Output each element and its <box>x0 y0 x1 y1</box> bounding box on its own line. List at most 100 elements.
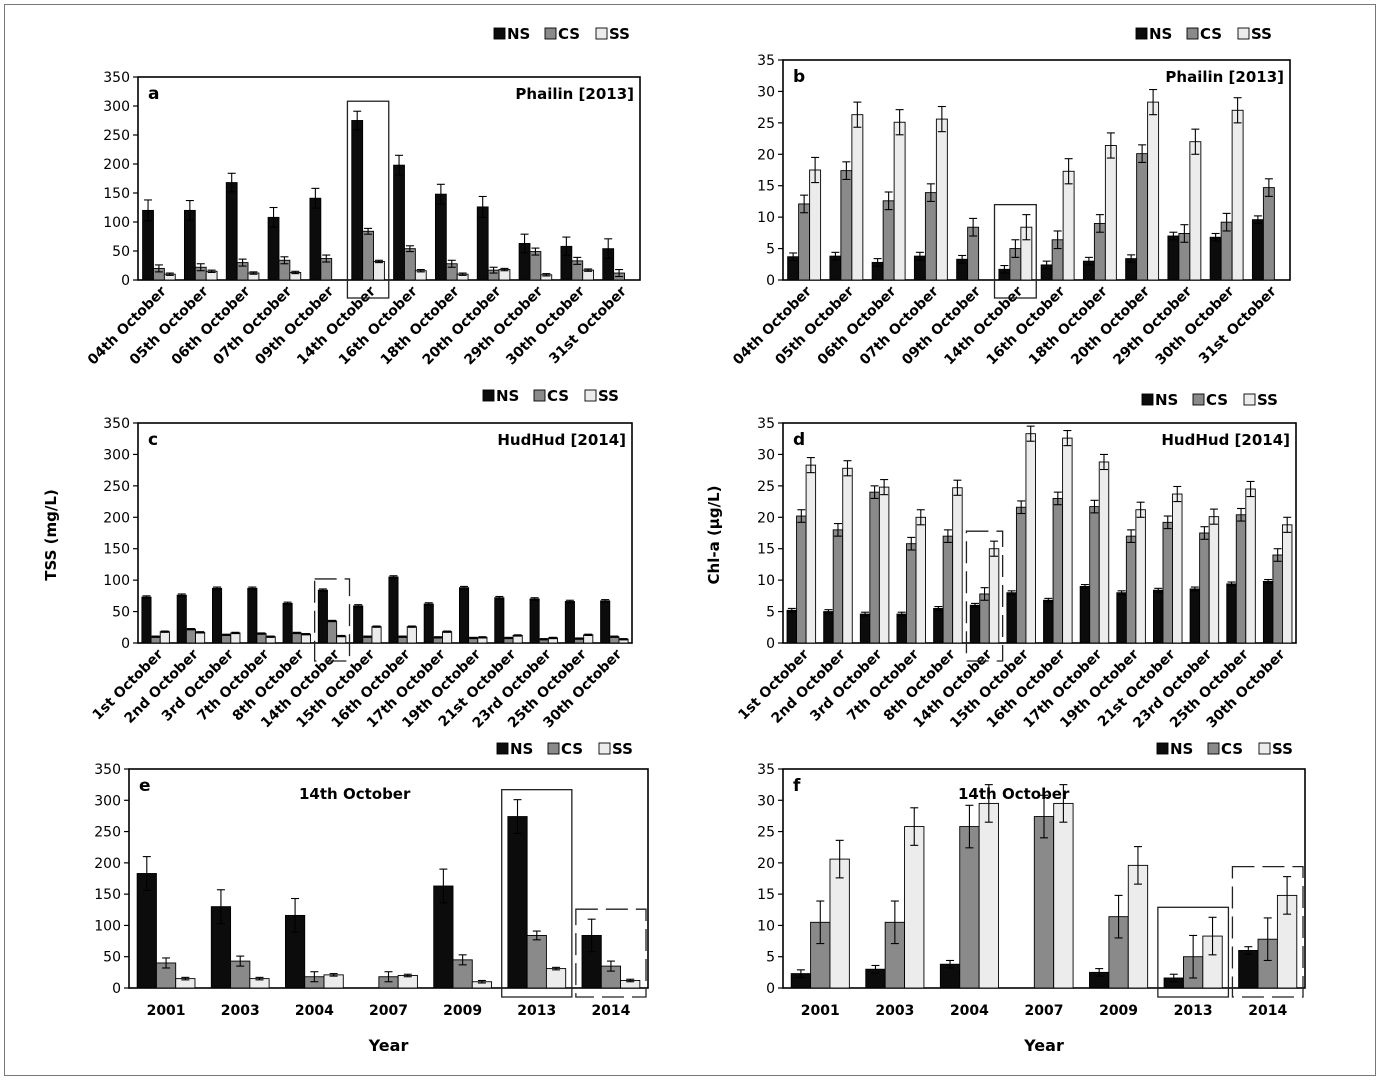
y-tick-label: 15 <box>757 887 775 903</box>
bar-ns <box>933 607 944 644</box>
bar-ns <box>600 600 611 644</box>
bar-cs <box>840 170 853 281</box>
y-tick-label: 25 <box>757 479 775 495</box>
x-tick-label: 2013 <box>517 1003 556 1019</box>
bar-ns <box>183 209 196 281</box>
highlight-box-dashed <box>1231 865 1304 998</box>
bar-cs <box>362 230 374 281</box>
highlight-box-dashed <box>965 530 1004 662</box>
legend-swatch-cs <box>1186 27 1199 40</box>
highlight-box-dashed <box>575 908 647 998</box>
bar-ns <box>459 587 470 644</box>
bar-ss <box>893 121 906 281</box>
bar-ss <box>545 968 567 989</box>
legend-swatch-ns <box>1141 393 1154 406</box>
bar-ns <box>317 589 328 644</box>
bar-cs <box>924 192 937 281</box>
y-tick-label: 200 <box>103 510 130 526</box>
bar-cs <box>798 203 811 281</box>
x-tick-label: 2013 <box>1174 1003 1213 1019</box>
bar-ss <box>1062 170 1075 281</box>
y-tick-label: 0 <box>112 981 121 997</box>
bar-ss <box>952 487 963 644</box>
highlight-box-solid <box>346 100 390 299</box>
x-tick-label: 2009 <box>1099 1003 1138 1019</box>
y-tick-label: 100 <box>103 573 130 589</box>
bar-ss <box>406 626 417 644</box>
bar-ss <box>878 486 890 644</box>
y-tick-label: 5 <box>766 242 775 258</box>
bar-ss <box>1135 509 1146 644</box>
bar-ns <box>393 164 405 281</box>
legend-swatch-cs <box>533 389 546 402</box>
y-tick-label: 30 <box>757 793 775 809</box>
bar-ss <box>1098 461 1110 644</box>
y-tick-label: 0 <box>121 273 130 289</box>
legend-swatch-cs <box>547 742 560 755</box>
legend-swatch-ns <box>496 742 509 755</box>
panel-title: 14th October <box>299 785 411 803</box>
bar-ss <box>1245 488 1256 644</box>
x-tick-label: 2007 <box>1025 1003 1064 1019</box>
bar-ss <box>371 626 382 644</box>
bar-ns <box>212 587 223 644</box>
y-tick-label: 10 <box>757 210 775 226</box>
bar-ns <box>859 613 871 644</box>
bar-ns <box>1189 588 1201 644</box>
y-tick-label: 0 <box>766 273 775 289</box>
panel-label: c <box>148 430 158 450</box>
bar-ss <box>195 631 206 644</box>
panel-label: f <box>793 776 801 796</box>
highlight-box-solid <box>993 203 1037 299</box>
bar-cs <box>221 634 232 644</box>
legend-swatch-ns <box>493 27 506 40</box>
x-tick-label: 2004 <box>950 1003 989 1019</box>
y-tick-label: 250 <box>103 479 130 495</box>
y-tick-label: 150 <box>103 542 130 558</box>
bar-cs <box>291 632 302 644</box>
bar-ns <box>1116 592 1127 644</box>
bar-ns <box>247 587 258 644</box>
bar-ns <box>141 596 152 644</box>
y-tick-label: 5 <box>766 605 775 621</box>
bar-cs <box>869 491 880 644</box>
chart-panel-f: 0 5 10 15 20 25 30 35 2001 2003 2004 2007 2009 2013 20… <box>757 740 1306 1055</box>
y-tick-label: 150 <box>94 887 121 903</box>
bar-cs <box>1272 554 1283 644</box>
bar-cs <box>404 248 416 281</box>
y-tick-label: 10 <box>757 573 775 589</box>
bar-ns <box>1153 589 1164 644</box>
bar-ns <box>388 576 399 644</box>
bar-ns <box>1043 599 1054 644</box>
bar-ns <box>1079 585 1091 644</box>
x-tick-label: 2001 <box>801 1003 840 1019</box>
bar-cs <box>1089 506 1100 644</box>
legend-label-ss: SS <box>1251 25 1272 43</box>
y-tick-label: 250 <box>103 128 130 144</box>
bar-ss <box>1025 433 1036 644</box>
panel-title: HudHud [2014] <box>1161 431 1290 449</box>
bar-ss <box>988 548 1000 644</box>
legend-label-cs: CS <box>1221 740 1243 758</box>
figure-frame <box>4 4 1376 1076</box>
legend-swatch-ss <box>1237 27 1250 40</box>
bar-ss <box>1231 109 1244 281</box>
bar-ns <box>564 601 575 644</box>
bar-cs <box>796 515 807 644</box>
bar-ss <box>1281 524 1293 644</box>
y-tick-label: 30 <box>757 84 775 100</box>
bar-ss <box>1172 493 1183 644</box>
bar-ss <box>1053 802 1074 989</box>
bar-cs <box>327 620 338 644</box>
bar-ns <box>1209 236 1222 281</box>
x-tick-label: 31st October <box>546 283 630 367</box>
bar-ns <box>1262 580 1274 644</box>
bar-cs <box>1125 535 1137 644</box>
panel-label: e <box>139 776 151 796</box>
bar-ns <box>282 602 293 644</box>
plot-area-d <box>782 422 1297 644</box>
x-axis-title: Year <box>368 1036 409 1055</box>
bar-ns <box>1167 235 1180 281</box>
legend-label-ss: SS <box>598 387 619 405</box>
